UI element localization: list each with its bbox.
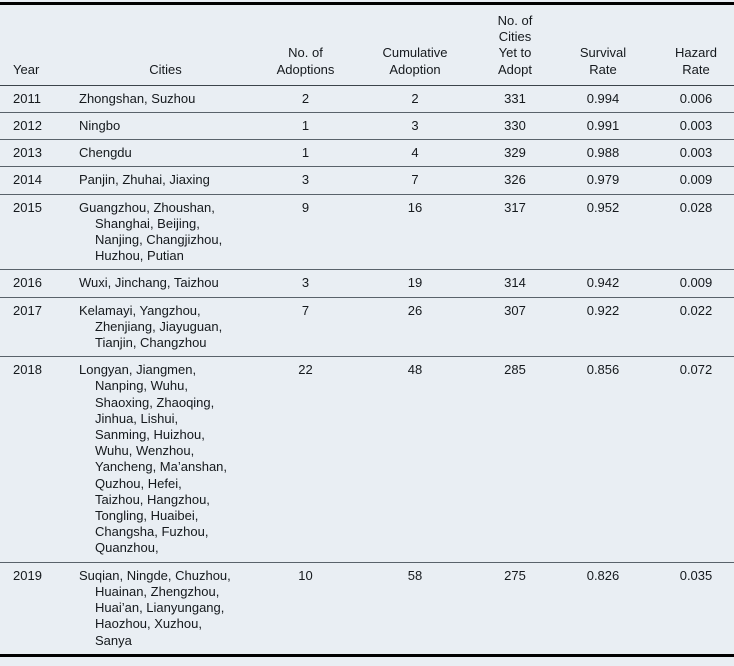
- year-cell: 2019: [13, 567, 42, 583]
- hazard-cell: 0.035: [679, 567, 713, 583]
- yet-to-adopt-cell: 326: [482, 166, 548, 195]
- yet-to-adopt-cell: 275: [504, 567, 526, 583]
- cities-cell: Guangzhou, Zhoushan, Shanghai, Beijing, …: [68, 194, 263, 271]
- cumulative-cell: 58: [407, 567, 423, 583]
- hazard-cell: 0.003: [658, 139, 734, 168]
- hazard-cell: 0.022: [658, 297, 734, 358]
- year-cell: 2012: [0, 112, 68, 141]
- adoptions-cell: 3: [263, 269, 348, 298]
- table-row-2015: 2015 Guangzhou, Zhoushan, Shanghai, Beij…: [0, 194, 734, 271]
- table-row-2019: 2019 Suqian, Ningde, Chuzhou, Huainan, Z…: [0, 562, 734, 655]
- cities-cell: Kelamayi, Yangzhou, Zhenjiang, Jiayuguan…: [68, 297, 263, 358]
- cities-cell: Panjin, Zhuhai, Jiaxing: [68, 166, 263, 195]
- survival-cell: 0.988: [548, 139, 658, 168]
- hazard-cell: 0.009: [658, 269, 734, 298]
- yet-to-adopt-cell: 331: [482, 85, 548, 114]
- cities-cell: Suqian, Ningde, Chuzhou, Huainan, Zhengz…: [79, 567, 231, 648]
- hazard-cell: 0.028: [658, 194, 734, 271]
- cumulative-cell: 26: [348, 297, 482, 358]
- hazard-cell: 0.009: [658, 166, 734, 195]
- cities-cell: Chengdu: [68, 139, 263, 168]
- yet-to-adopt-cell: 330: [482, 112, 548, 141]
- year-cell: 2016: [0, 269, 68, 298]
- survival-cell: 0.826: [586, 567, 620, 583]
- survival-cell: 0.991: [548, 112, 658, 141]
- header-cumulative-adoption: Cumulative Adoption: [348, 3, 482, 86]
- survival-cell: 0.856: [548, 356, 658, 563]
- cities-cell: Zhongshan, Suzhou: [68, 85, 263, 114]
- cumulative-cell: 3: [348, 112, 482, 141]
- yet-to-adopt-cell: 307: [482, 297, 548, 358]
- survival-cell: 0.942: [548, 269, 658, 298]
- yet-to-adopt-cell: 317: [482, 194, 548, 271]
- survival-cell: 0.952: [548, 194, 658, 271]
- header-row: Year Cities No. of Adoptions Cumulative …: [0, 3, 734, 86]
- cumulative-cell: 2: [348, 85, 482, 114]
- table-row-2014: 2014 Panjin, Zhuhai, Jiaxing 3 7 326 0.9…: [0, 166, 734, 195]
- table-row-2012: 2012 Ningbo 1 3 330 0.991 0.003: [0, 112, 734, 141]
- cities-cell: Ningbo: [68, 112, 263, 141]
- header-no-of-adoptions: No. of Adoptions: [263, 3, 348, 86]
- cities-cell: Longyan, Jiangmen, Nanping, Wuhu, Shaoxi…: [68, 356, 263, 563]
- cumulative-cell: 48: [348, 356, 482, 563]
- header-cities-yet-to-adopt: No. of Cities Yet to Adopt: [482, 3, 548, 86]
- year-cell: 2015: [0, 194, 68, 271]
- year-cell: 2013: [0, 139, 68, 168]
- table-row-2018: 2018 Longyan, Jiangmen, Nanping, Wuhu, S…: [0, 356, 734, 563]
- hazard-cell: 0.006: [658, 85, 734, 114]
- year-cell: 2014: [0, 166, 68, 195]
- table-row-2013: 2013 Chengdu 1 4 329 0.988 0.003: [0, 139, 734, 168]
- cumulative-cell: 4: [348, 139, 482, 168]
- survival-cell: 0.994: [548, 85, 658, 114]
- year-cell: 2018: [0, 356, 68, 563]
- year-cell: 2011: [0, 85, 68, 114]
- header-hazard-rate: Hazard Rate: [658, 3, 734, 86]
- adoptions-cell: 1: [263, 139, 348, 168]
- adoptions-cell: 10: [298, 567, 313, 583]
- survival-cell: 0.979: [548, 166, 658, 195]
- cities-cell: Wuxi, Jinchang, Taizhou: [68, 269, 263, 298]
- table-row-2017: 2017 Kelamayi, Yangzhou, Zhenjiang, Jiay…: [0, 297, 734, 358]
- survival-cell: 0.922: [548, 297, 658, 358]
- header-year: Year: [0, 3, 68, 86]
- year-cell: 2017: [0, 297, 68, 358]
- yet-to-adopt-cell: 314: [482, 269, 548, 298]
- adoptions-cell: 1: [263, 112, 348, 141]
- cumulative-cell: 7: [348, 166, 482, 195]
- adoptions-cell: 9: [263, 194, 348, 271]
- adoptions-cell: 2: [263, 85, 348, 114]
- table-row-2011: 2011 Zhongshan, Suzhou 2 2 331 0.994 0.0…: [0, 85, 734, 114]
- cumulative-cell: 16: [348, 194, 482, 271]
- hazard-cell: 0.003: [658, 112, 734, 141]
- hazard-cell: 0.072: [658, 356, 734, 563]
- table-row-2016: 2016 Wuxi, Jinchang, Taizhou 3 19 314 0.…: [0, 269, 734, 298]
- header-survival-rate: Survival Rate: [548, 3, 658, 86]
- header-cities: Cities: [68, 3, 263, 86]
- yet-to-adopt-cell: 329: [482, 139, 548, 168]
- adoptions-cell: 22: [263, 356, 348, 563]
- cumulative-cell: 19: [348, 269, 482, 298]
- yet-to-adopt-cell: 285: [482, 356, 548, 563]
- adoptions-cell: 3: [263, 166, 348, 195]
- adoptions-cell: 7: [263, 297, 348, 358]
